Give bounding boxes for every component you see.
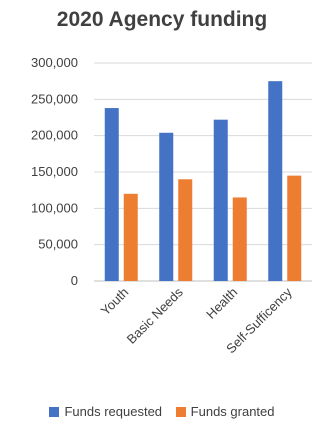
bar-granted [123,193,138,281]
x-tick-label: Basic Needs [124,284,187,347]
chart-title: 2020 Agency funding [56,8,268,31]
y-tick-label: 0 [71,273,78,288]
bar-requested [268,81,283,282]
y-tick-label: 200,000 [31,128,78,143]
bar-granted [178,179,193,281]
y-tick-label: 150,000 [31,164,78,179]
x-tick-label: Youth [98,285,132,319]
y-tick-label: 300,000 [31,55,78,70]
bar-requested [159,132,174,281]
legend-item-requested: Funds requested [49,404,162,419]
legend-swatch-requested [49,406,60,417]
bar-granted [232,197,247,281]
legend-swatch-granted [175,406,186,417]
y-tick-label: 250,000 [31,91,78,106]
bar-requested [213,119,228,282]
bar-granted [287,175,302,281]
bar-requested [104,108,119,281]
legend-label-granted: Funds granted [190,404,275,419]
chart-legend: Funds requested Funds granted [0,404,324,420]
x-tick-label: Health [203,285,240,322]
legend-item-granted: Funds granted [175,404,275,419]
y-tick-label: 100,000 [31,200,78,215]
y-tick-label: 50,000 [38,237,78,252]
legend-label-requested: Funds requested [64,404,163,419]
